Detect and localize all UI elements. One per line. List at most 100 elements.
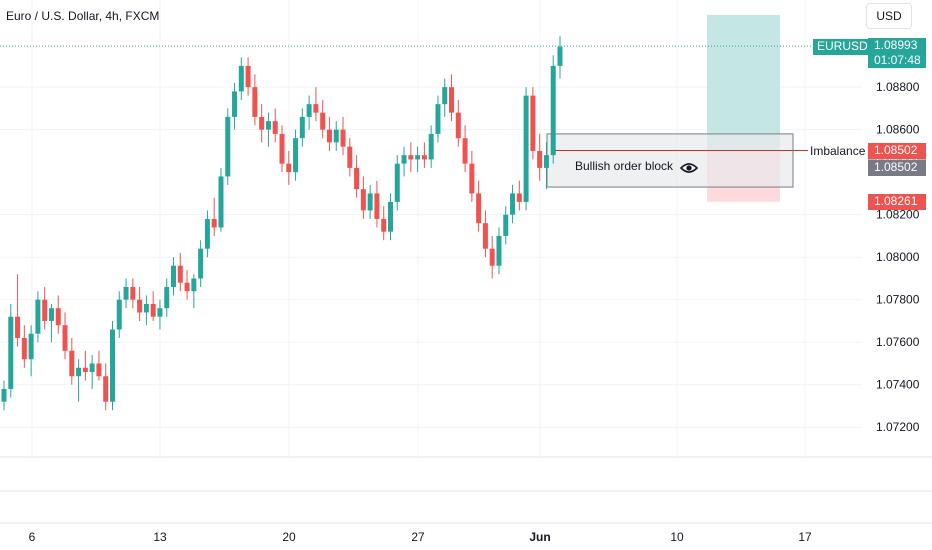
time-tick-label: 27 xyxy=(411,530,425,544)
candle-body xyxy=(354,167,360,190)
candle-body xyxy=(116,299,122,330)
candle-body xyxy=(218,176,224,228)
candle-body xyxy=(245,65,251,88)
time-tick-label: 20 xyxy=(282,530,296,544)
candle-body xyxy=(8,316,14,389)
candle-body xyxy=(89,363,95,372)
candle-body xyxy=(455,112,461,139)
time-tick-label: 17 xyxy=(798,530,812,544)
candle-body xyxy=(293,138,299,173)
candle-body xyxy=(557,46,563,66)
price-axis: 1.07200 1.07400 1.07600 1.07800 1.08000 1.082… xyxy=(876,80,920,434)
order-block-box xyxy=(546,133,794,188)
price-tick-label: 1.08000 xyxy=(876,250,920,264)
candle-body xyxy=(82,367,88,372)
currency-selector[interactable]: USD xyxy=(866,3,912,29)
candle-body xyxy=(523,95,529,202)
candle-body xyxy=(510,193,516,215)
candle-body xyxy=(232,91,238,117)
eye-icon[interactable] xyxy=(680,161,698,175)
candle-body xyxy=(42,299,48,321)
candle-body xyxy=(272,121,278,134)
target-zone xyxy=(707,14,780,151)
candle-body xyxy=(204,218,210,249)
candle-body xyxy=(35,299,41,334)
imbalance-price-tag: 1.08502 xyxy=(868,143,926,159)
candle-body xyxy=(550,65,556,156)
candle-body xyxy=(286,163,292,173)
candle-body xyxy=(238,65,244,92)
candle-body xyxy=(171,265,177,287)
price-tick-label: 1.07200 xyxy=(876,420,920,434)
candle-body xyxy=(340,129,346,147)
candle-body xyxy=(177,265,183,283)
candle-body xyxy=(157,308,163,317)
candle-body xyxy=(435,104,441,134)
imbalance-label: Imbalance xyxy=(808,144,868,158)
candle-body xyxy=(462,138,468,164)
candle-body xyxy=(313,104,319,113)
candle-body xyxy=(394,163,400,202)
time-axis: 6 13 20 27 Jun 10 17 xyxy=(29,530,812,544)
candle-body xyxy=(415,155,421,160)
trade-zones xyxy=(546,14,794,202)
price-tick-label: 1.07400 xyxy=(876,378,920,392)
candle-body xyxy=(421,155,427,160)
time-tick-label: 13 xyxy=(153,530,167,544)
candle-body xyxy=(265,121,271,130)
candle-body xyxy=(449,87,455,113)
candle-body xyxy=(191,278,197,292)
candle-body xyxy=(279,133,285,164)
candle-body xyxy=(401,155,407,164)
candle-body xyxy=(333,129,339,143)
time-tick-label: Jun xyxy=(529,530,550,544)
candle-body xyxy=(537,150,543,168)
candle-body xyxy=(374,193,380,219)
candle-body xyxy=(55,308,61,326)
candle-body xyxy=(225,116,231,177)
candle-body xyxy=(164,286,170,309)
candle-body xyxy=(184,282,190,292)
last-price-value: 1.08993 xyxy=(874,38,918,52)
candle-body xyxy=(476,193,482,224)
price-tick-label: 1.07600 xyxy=(876,335,920,349)
candle-body xyxy=(28,333,34,360)
candle-body xyxy=(130,286,136,300)
candle-body xyxy=(442,87,448,105)
candle-body xyxy=(530,95,536,151)
price-tick-label: 1.08600 xyxy=(876,123,920,137)
candle-body xyxy=(503,214,509,236)
candle-body xyxy=(69,350,75,377)
candle-body xyxy=(543,155,549,168)
candle-body xyxy=(428,133,434,160)
candle-body xyxy=(496,235,502,266)
candle-body xyxy=(516,193,522,202)
time-tick-label: 6 xyxy=(29,530,36,544)
candle-body xyxy=(109,329,115,402)
candle-body xyxy=(103,376,109,402)
time-tick-label: 10 xyxy=(670,530,684,544)
countdown-value: 01:07:48 xyxy=(874,53,921,67)
candle-body xyxy=(347,146,353,168)
order-block-label: Bullish order block xyxy=(575,159,674,173)
candle-body xyxy=(489,248,495,266)
candle-body xyxy=(320,112,326,130)
candle-body xyxy=(76,367,82,377)
chart-grid xyxy=(0,0,932,524)
candle-body xyxy=(123,286,129,300)
candle-body xyxy=(48,308,54,321)
candle-body xyxy=(252,87,258,117)
candle-body xyxy=(381,218,387,232)
candlestick-series xyxy=(1,36,563,411)
candle-body xyxy=(137,299,143,313)
candle-body xyxy=(299,116,305,139)
candle-body xyxy=(1,388,7,402)
candle-body xyxy=(211,218,217,228)
candle-body xyxy=(408,155,414,160)
candle-body xyxy=(143,303,149,313)
price-tick-label: 1.08200 xyxy=(876,208,920,222)
candle-body xyxy=(96,363,102,377)
candle-body xyxy=(482,223,488,249)
candle-body xyxy=(21,337,27,360)
